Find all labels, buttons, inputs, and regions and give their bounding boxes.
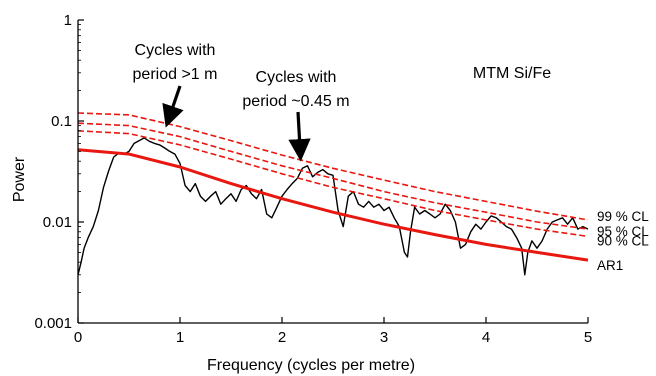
series-line-ar1 [77, 148, 589, 262]
series-line-90-cl [77, 130, 589, 238]
x-tick-label: 3 [380, 329, 388, 346]
x-tick-label: 2 [278, 329, 286, 346]
legend-label-90-cl: 90 % CL [597, 233, 649, 248]
annotation-text: period ~0.45 m [242, 93, 349, 110]
annotation-text: period >1 m [133, 66, 218, 83]
legend-label-99-cl: 99 % CL [597, 209, 649, 224]
y-axis-title: Power [11, 156, 28, 202]
legend-label-ar1: AR1 [597, 258, 623, 273]
annotation-arrow [288, 111, 311, 162]
series-line-99-cl [77, 112, 589, 221]
series-line-spectrum [77, 137, 589, 276]
x-tick-label: 4 [482, 329, 490, 346]
chart-title: MTM Si/Fe [473, 65, 551, 82]
x-tick-label: 5 [584, 329, 592, 346]
x-tick-label: 1 [176, 329, 184, 346]
y-tick-label: 0.001 [34, 315, 72, 332]
x-axis-title: Frequency (cycles per metre) [207, 357, 415, 374]
legend-label-95-cl: 95 % CL [597, 224, 649, 239]
y-tick-label: 0.01 [43, 214, 72, 231]
annotation-arrow [162, 85, 184, 128]
annotation-text: Cycles with [256, 69, 337, 86]
x-tick-label: 0 [74, 329, 82, 346]
y-tick-label: 0.1 [51, 113, 72, 130]
annotation-text: Cycles with [135, 42, 216, 59]
series-line-95-cl [77, 122, 589, 230]
y-tick-label: 1 [64, 12, 72, 29]
